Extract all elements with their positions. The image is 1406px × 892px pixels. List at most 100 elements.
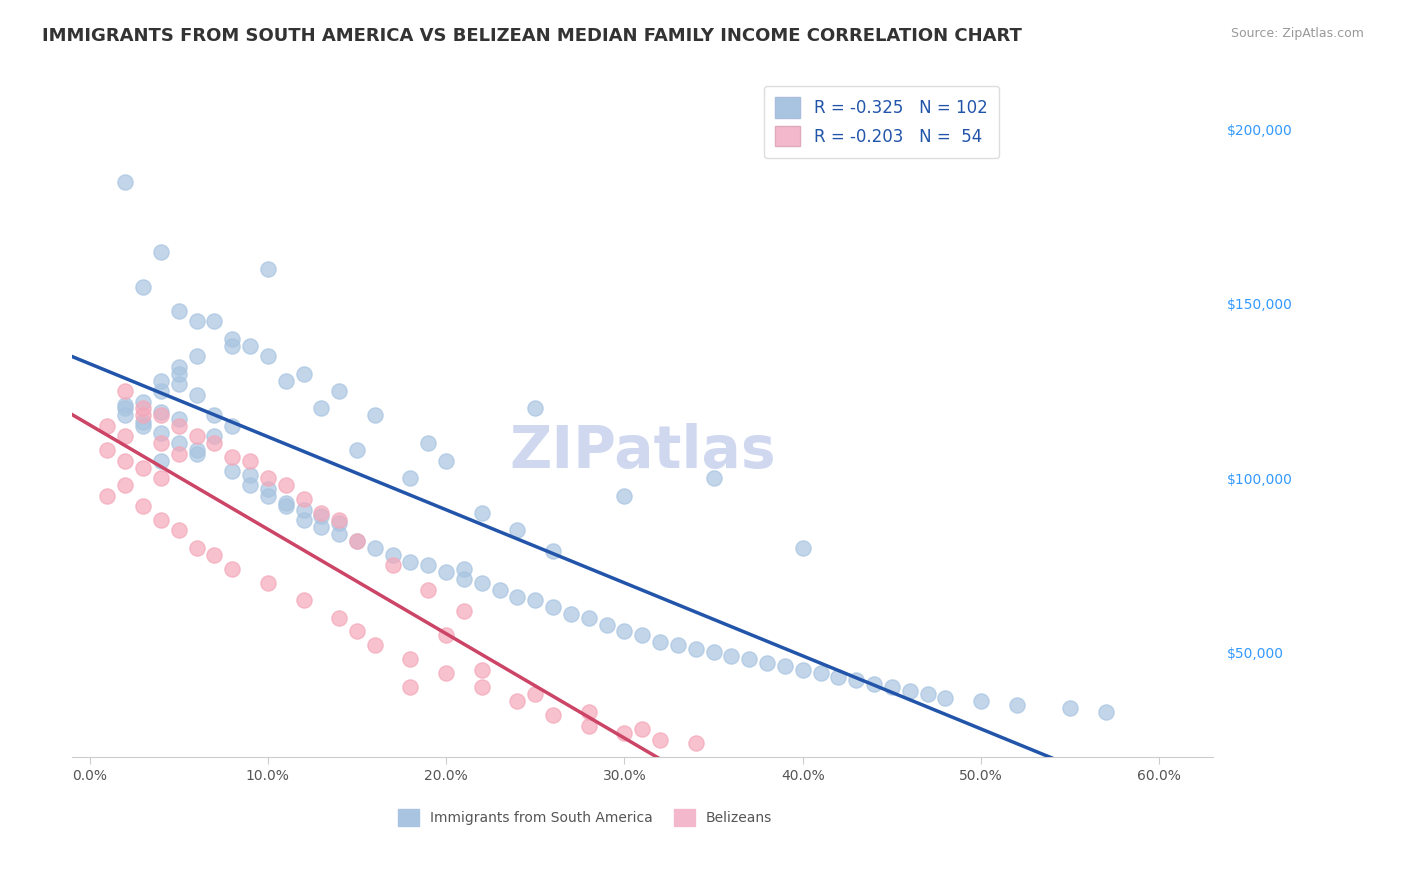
Point: [167, 436, 190, 450]
Point: [381, 558, 404, 573]
Point: [167, 524, 190, 538]
Point: [311, 506, 333, 520]
Point: [488, 582, 510, 597]
Point: [167, 367, 190, 381]
Point: [256, 575, 278, 590]
Point: [167, 447, 190, 461]
Point: [149, 409, 172, 423]
Point: [221, 562, 243, 576]
Point: [578, 705, 600, 719]
Point: [399, 471, 422, 485]
Point: [756, 656, 779, 670]
Point: [328, 610, 350, 624]
Point: [453, 572, 475, 586]
Point: [132, 416, 155, 430]
Point: [132, 394, 155, 409]
Point: [114, 478, 136, 492]
Point: [631, 722, 654, 736]
Point: [96, 443, 118, 458]
Point: [167, 412, 190, 426]
Point: [311, 520, 333, 534]
Point: [328, 527, 350, 541]
Point: [292, 502, 315, 516]
Point: [239, 339, 262, 353]
Point: [167, 359, 190, 374]
Point: [1005, 698, 1028, 712]
Point: [613, 624, 636, 639]
Point: [186, 447, 208, 461]
Point: [434, 628, 457, 642]
Point: [827, 670, 849, 684]
Point: [524, 593, 547, 607]
Point: [114, 175, 136, 189]
Point: [703, 471, 725, 485]
Point: [149, 374, 172, 388]
Legend: Immigrants from South America, Belizeans: Immigrants from South America, Belizeans: [392, 804, 778, 831]
Text: Source: ZipAtlas.com: Source: ZipAtlas.com: [1230, 27, 1364, 40]
Point: [346, 443, 368, 458]
Point: [186, 387, 208, 401]
Point: [96, 489, 118, 503]
Point: [186, 443, 208, 458]
Point: [418, 582, 440, 597]
Point: [578, 718, 600, 732]
Point: [685, 736, 707, 750]
Point: [364, 541, 387, 555]
Point: [167, 377, 190, 392]
Point: [202, 436, 225, 450]
Point: [292, 513, 315, 527]
Point: [221, 450, 243, 465]
Point: [202, 429, 225, 443]
Point: [274, 495, 297, 509]
Point: [613, 725, 636, 739]
Point: [863, 677, 886, 691]
Point: [256, 482, 278, 496]
Point: [541, 600, 564, 615]
Point: [132, 460, 155, 475]
Point: [292, 367, 315, 381]
Point: [970, 694, 993, 708]
Point: [256, 262, 278, 277]
Point: [434, 666, 457, 681]
Point: [898, 683, 921, 698]
Point: [471, 575, 494, 590]
Point: [149, 405, 172, 419]
Point: [541, 708, 564, 723]
Point: [471, 663, 494, 677]
Point: [845, 673, 868, 688]
Point: [114, 384, 136, 398]
Point: [132, 418, 155, 433]
Point: [221, 332, 243, 346]
Point: [541, 544, 564, 558]
Point: [221, 464, 243, 478]
Point: [685, 641, 707, 656]
Point: [274, 374, 297, 388]
Point: [346, 624, 368, 639]
Point: [132, 279, 155, 293]
Point: [114, 401, 136, 416]
Point: [631, 628, 654, 642]
Point: [149, 425, 172, 440]
Point: [202, 548, 225, 562]
Point: [917, 687, 939, 701]
Point: [648, 635, 671, 649]
Point: [114, 398, 136, 412]
Point: [186, 349, 208, 363]
Point: [328, 516, 350, 531]
Point: [613, 489, 636, 503]
Point: [578, 610, 600, 624]
Point: [256, 349, 278, 363]
Point: [292, 593, 315, 607]
Point: [149, 384, 172, 398]
Point: [418, 558, 440, 573]
Point: [149, 513, 172, 527]
Point: [328, 513, 350, 527]
Point: [96, 418, 118, 433]
Point: [453, 603, 475, 617]
Point: [202, 314, 225, 328]
Point: [364, 409, 387, 423]
Point: [434, 454, 457, 468]
Point: [311, 509, 333, 524]
Point: [666, 639, 689, 653]
Point: [399, 652, 422, 666]
